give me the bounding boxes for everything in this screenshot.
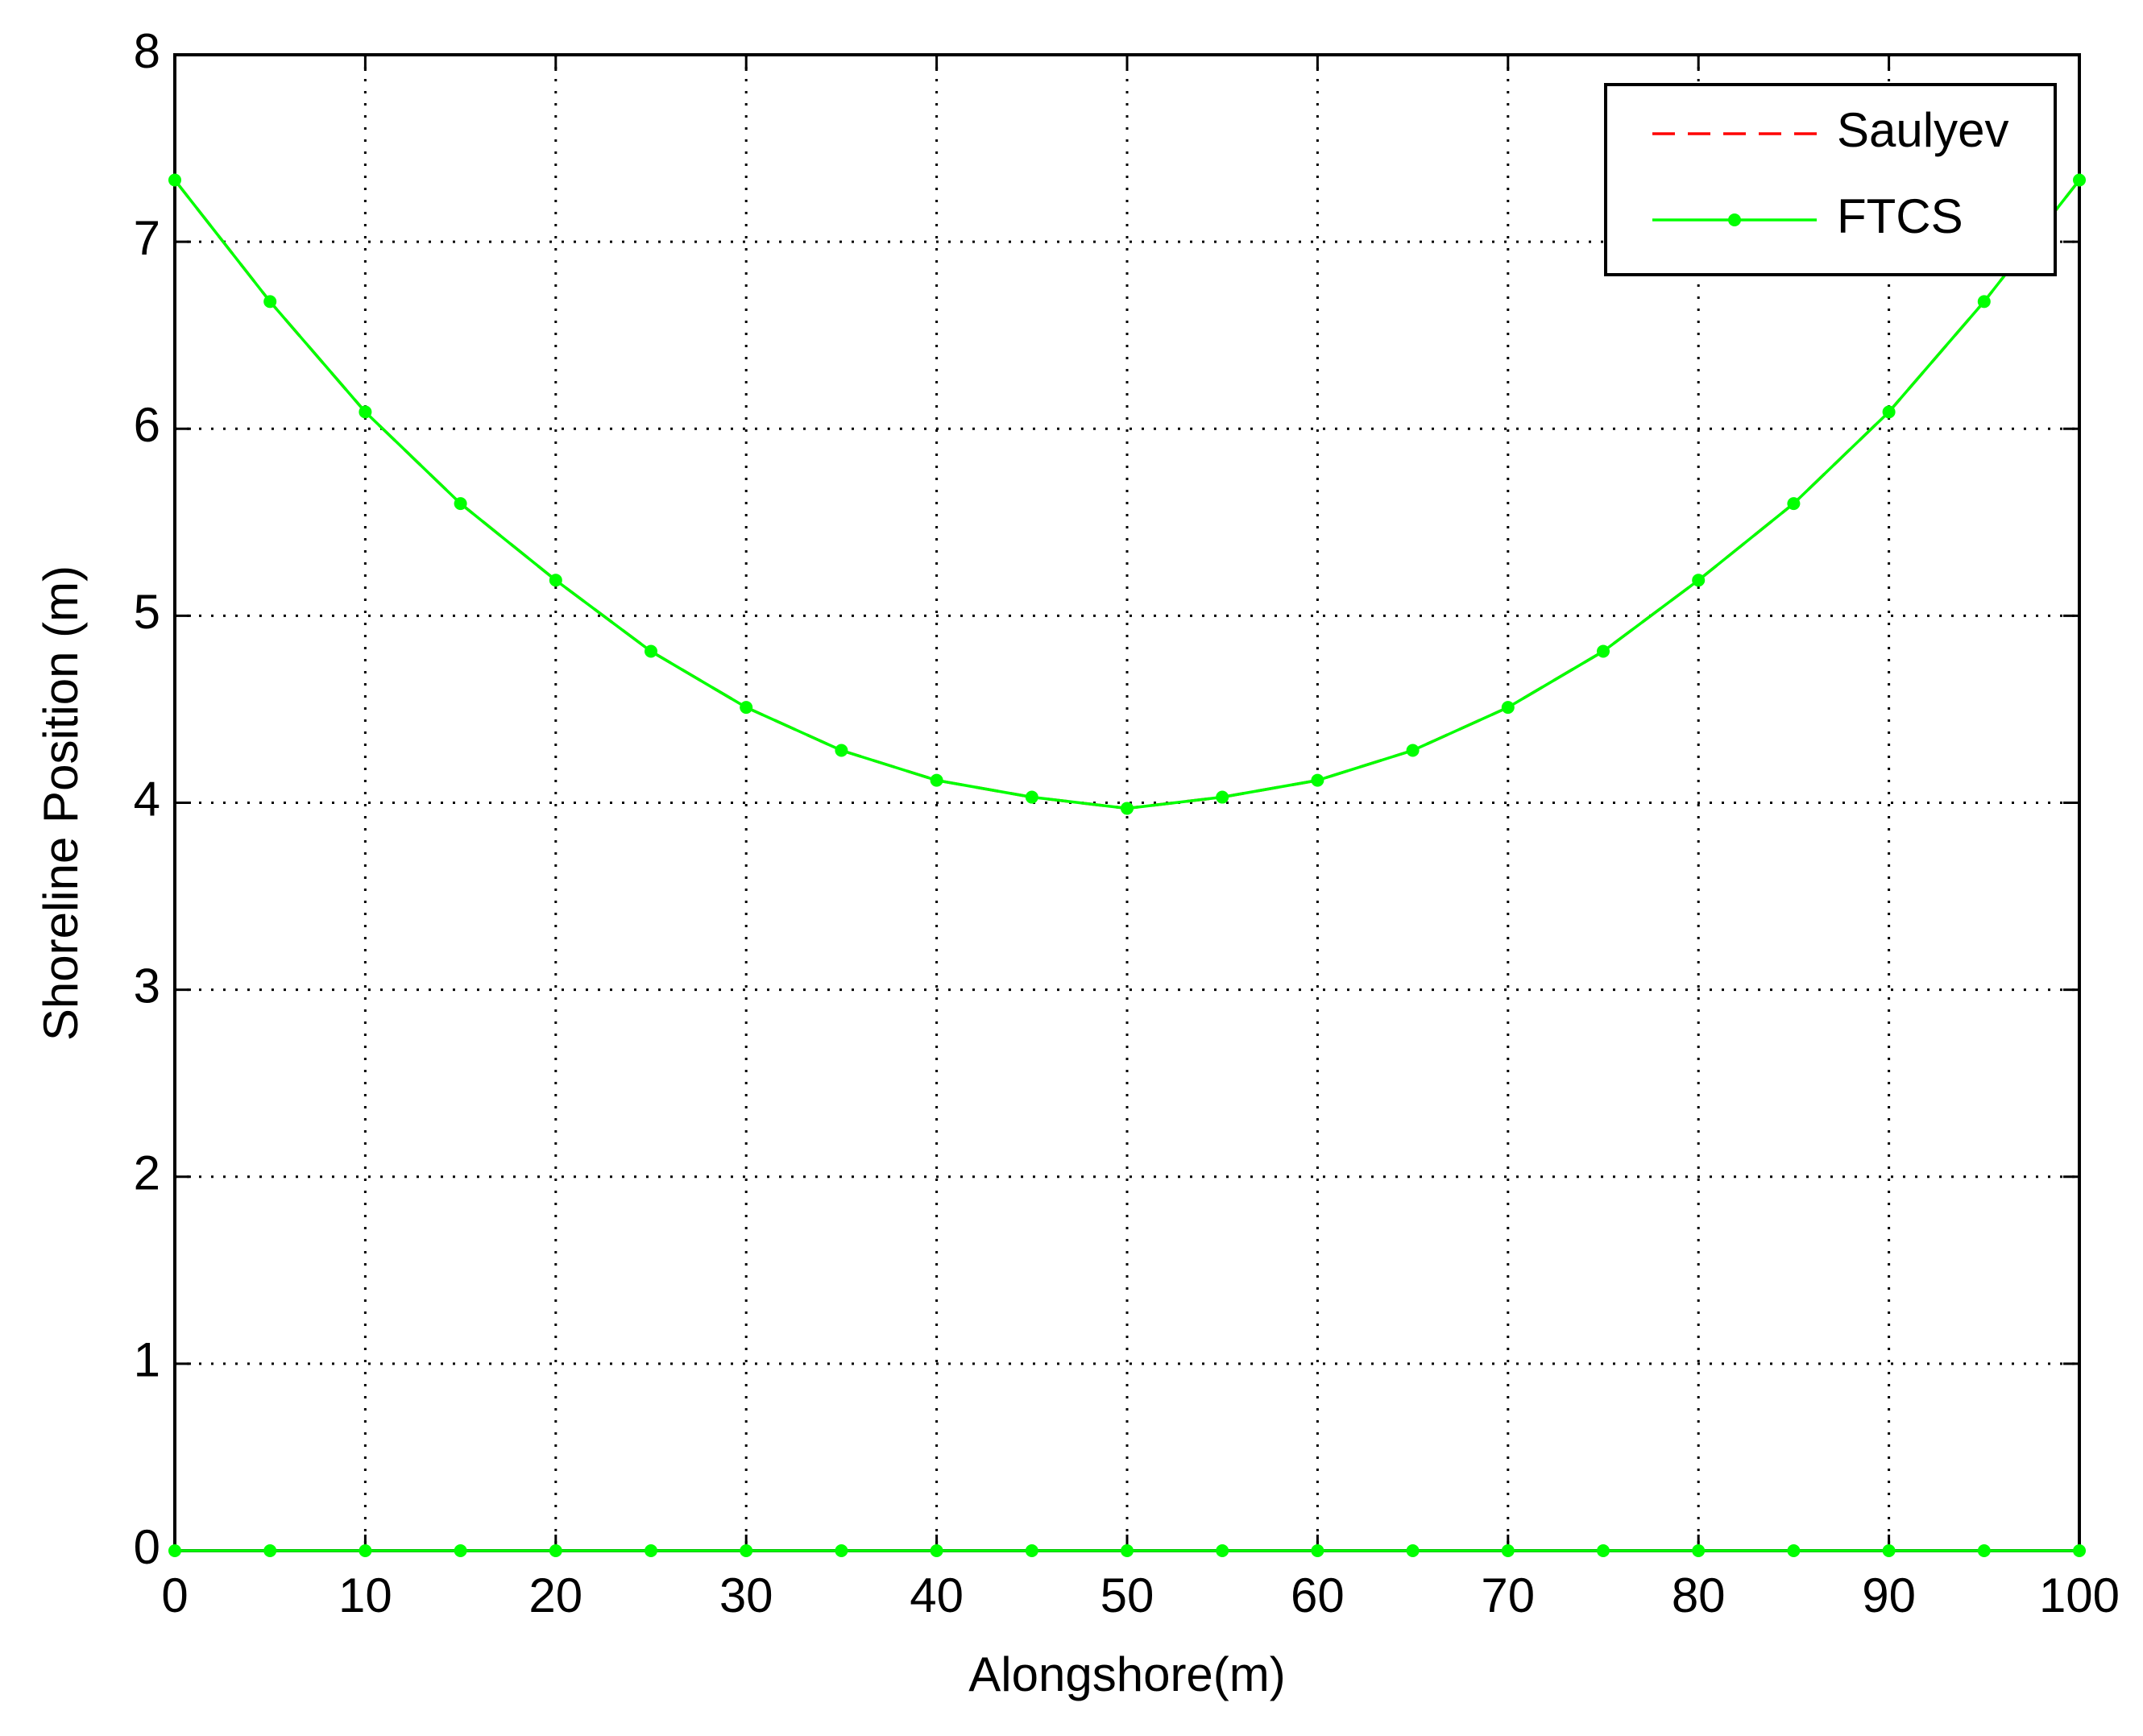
x-tick-label: 60 <box>1291 1568 1345 1622</box>
data-point <box>835 1544 848 1557</box>
data-point <box>835 744 848 757</box>
y-tick-label: 2 <box>134 1146 160 1200</box>
data-point <box>168 1544 181 1557</box>
data-point <box>740 1544 753 1557</box>
x-tick-label: 100 <box>2039 1568 2120 1622</box>
data-point <box>1406 1544 1420 1557</box>
data-point <box>1882 405 1896 419</box>
data-point <box>1406 744 1420 757</box>
data-point <box>359 1544 372 1557</box>
data-point <box>1311 773 1324 787</box>
data-point <box>645 644 657 658</box>
data-point <box>1121 802 1134 815</box>
data-point <box>930 773 943 787</box>
data-point <box>263 1544 277 1557</box>
data-point <box>930 1544 943 1557</box>
data-point <box>1597 644 1610 658</box>
data-point <box>1977 1544 1991 1557</box>
x-tick-label: 30 <box>719 1568 773 1622</box>
data-point <box>1787 1544 1801 1557</box>
data-point <box>549 574 562 587</box>
data-point <box>2073 1544 2086 1557</box>
data-point <box>263 295 277 309</box>
data-point <box>359 405 372 419</box>
x-tick-label: 20 <box>528 1568 582 1622</box>
data-point <box>740 701 753 715</box>
y-tick-label: 8 <box>134 24 160 78</box>
x-tick-label: 0 <box>161 1568 188 1622</box>
data-point <box>1311 1544 1324 1557</box>
data-point <box>1977 295 1991 309</box>
y-tick-label: 3 <box>134 959 160 1013</box>
data-point <box>454 497 467 511</box>
data-point <box>1501 1544 1515 1557</box>
data-point <box>1025 790 1038 804</box>
data-point <box>1216 1544 1229 1557</box>
data-point <box>549 1544 562 1557</box>
y-tick-label: 4 <box>134 772 160 826</box>
y-tick-label: 7 <box>134 211 160 265</box>
x-tick-label: 90 <box>1862 1568 1916 1622</box>
data-point <box>1882 1544 1896 1557</box>
y-tick-label: 6 <box>134 398 160 452</box>
data-point <box>1597 1544 1610 1557</box>
legend-box <box>1604 83 2057 276</box>
y-axis-label: Shoreline Position (m) <box>34 566 88 1041</box>
data-point <box>645 1544 657 1557</box>
y-tick-label: 0 <box>134 1520 160 1574</box>
data-point <box>1216 790 1229 804</box>
legend-marker <box>1728 213 1741 226</box>
x-tick-label: 40 <box>910 1568 964 1622</box>
data-point <box>1692 574 1706 587</box>
x-tick-label: 80 <box>1672 1568 1726 1622</box>
y-tick-label: 1 <box>134 1333 160 1387</box>
data-point <box>1501 701 1515 715</box>
data-point <box>168 173 181 187</box>
legend-label: FTCS <box>1837 189 1963 243</box>
data-point <box>1692 1544 1706 1557</box>
data-point <box>454 1544 467 1557</box>
data-point <box>2073 173 2086 187</box>
x-tick-label: 50 <box>1101 1568 1154 1622</box>
data-point <box>1121 1544 1134 1557</box>
data-point <box>1787 497 1801 511</box>
y-tick-label: 5 <box>134 585 160 639</box>
x-tick-label: 70 <box>1481 1568 1535 1622</box>
x-axis-label: Alongshore(m) <box>968 1647 1286 1701</box>
data-point <box>1025 1544 1038 1557</box>
x-tick-label: 10 <box>338 1568 392 1622</box>
legend-label: Saulyev <box>1837 103 2008 157</box>
